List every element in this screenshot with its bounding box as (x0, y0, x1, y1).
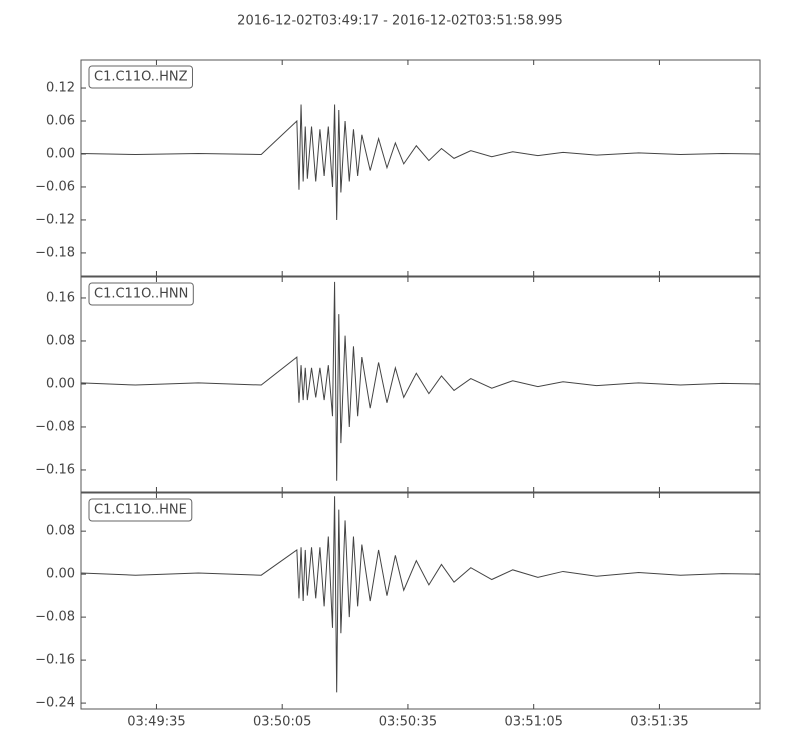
y-tick-label: 0.06 (46, 114, 75, 129)
trace-label-box (88, 282, 194, 306)
x-tick-label: 03:50:05 (253, 715, 311, 730)
y-tick-label: −0.16 (35, 462, 75, 477)
y-tick-label: −0.06 (35, 179, 75, 194)
y-tick-label: 0.00 (46, 567, 75, 582)
trace-label-box (88, 65, 193, 89)
y-tick-label: −0.08 (35, 610, 75, 625)
y-tick-label: −0.18 (35, 245, 75, 260)
x-tick-label: 03:50:35 (379, 715, 437, 730)
figure-title: 2016-12-02T03:49:17 - 2016-12-02T03:51:5… (237, 14, 563, 29)
waveform (80, 281, 761, 481)
y-tick-label: −0.24 (35, 696, 75, 711)
y-tick-label: −0.12 (35, 212, 75, 227)
x-tick-label: 03:49:35 (127, 715, 185, 730)
panel-frame (80, 276, 761, 493)
x-tick-label: 03:51:05 (504, 715, 562, 730)
trace-label-box (88, 498, 193, 522)
x-tick-label: 03:51:35 (630, 715, 688, 730)
y-tick-label: 0.12 (46, 81, 75, 96)
y-tick-label: 0.00 (46, 376, 75, 391)
y-tick-label: −0.08 (35, 419, 75, 434)
y-tick-label: 0.00 (46, 146, 75, 161)
y-tick-label: −0.16 (35, 653, 75, 668)
trace-label: C1.C11O..HNE (94, 503, 187, 518)
y-tick-label: 0.08 (46, 333, 75, 348)
panel-frame (80, 492, 761, 710)
panel-frame (80, 59, 761, 277)
trace-label: C1.C11O..HNZ (94, 70, 188, 85)
y-tick-label: 0.16 (46, 290, 75, 305)
waveform (80, 104, 761, 220)
trace-label: C1.C11O..HNN (94, 287, 188, 302)
waveform (80, 496, 761, 693)
y-tick-label: 0.08 (46, 524, 75, 539)
